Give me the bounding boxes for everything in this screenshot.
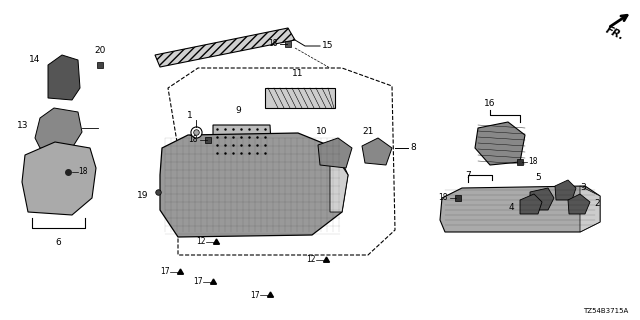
Polygon shape: [155, 28, 295, 67]
Text: 16: 16: [484, 99, 496, 108]
Text: 20: 20: [94, 46, 106, 55]
Text: 1: 1: [187, 111, 193, 120]
Text: 17: 17: [250, 291, 260, 300]
Polygon shape: [530, 188, 554, 210]
Text: 14: 14: [29, 55, 40, 65]
Polygon shape: [160, 133, 348, 237]
Text: 5: 5: [535, 173, 541, 182]
Polygon shape: [568, 194, 590, 214]
Text: 2: 2: [594, 199, 600, 209]
Text: 3: 3: [580, 183, 586, 193]
Polygon shape: [35, 108, 82, 148]
Polygon shape: [362, 138, 392, 165]
Text: 9: 9: [235, 106, 241, 115]
Text: 10: 10: [316, 127, 328, 136]
Text: 17: 17: [193, 277, 203, 286]
Polygon shape: [555, 180, 576, 200]
Polygon shape: [22, 142, 96, 215]
Text: 15: 15: [322, 42, 333, 51]
Text: FR.: FR.: [604, 25, 626, 42]
Polygon shape: [318, 138, 352, 168]
Polygon shape: [213, 125, 272, 162]
Text: 18: 18: [438, 194, 448, 203]
Text: 12: 12: [307, 255, 316, 265]
Text: 8: 8: [410, 143, 416, 153]
Text: 4: 4: [508, 204, 514, 212]
Text: 21: 21: [362, 127, 374, 136]
Text: 18: 18: [78, 167, 88, 177]
Text: TZ54B3715A: TZ54B3715A: [583, 308, 628, 314]
Text: 19: 19: [136, 190, 148, 199]
Text: 17: 17: [161, 268, 170, 276]
Polygon shape: [265, 88, 335, 108]
Text: 18: 18: [528, 157, 538, 166]
Polygon shape: [475, 122, 525, 165]
Polygon shape: [520, 194, 542, 214]
Polygon shape: [580, 186, 600, 232]
Text: 6: 6: [55, 238, 61, 247]
Text: 7: 7: [465, 171, 471, 180]
Polygon shape: [48, 55, 80, 100]
Text: 18: 18: [269, 39, 278, 49]
Text: 13: 13: [17, 121, 28, 130]
Text: 11: 11: [292, 69, 304, 78]
Text: 12: 12: [196, 237, 206, 246]
Polygon shape: [330, 148, 348, 212]
Polygon shape: [440, 186, 600, 232]
Text: 18: 18: [189, 135, 198, 145]
